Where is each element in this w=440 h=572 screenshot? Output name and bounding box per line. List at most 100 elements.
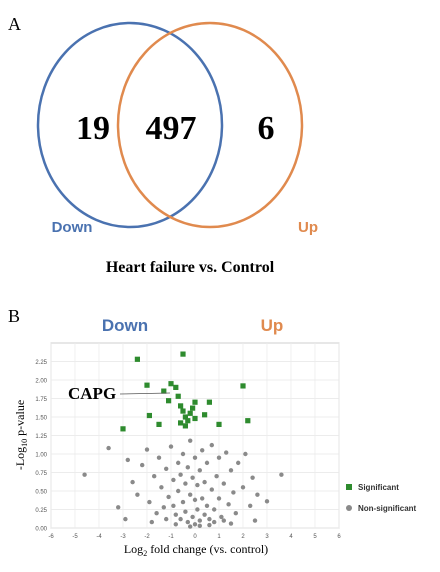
significant-point bbox=[134, 356, 140, 362]
legend-non-significant-swatch bbox=[346, 505, 352, 511]
significant-point bbox=[180, 408, 186, 414]
non-significant-point bbox=[209, 442, 214, 448]
non-significant-point bbox=[125, 457, 130, 463]
x-axis-label-base: 2 bbox=[143, 549, 147, 558]
x-axis-label-rest: fold change (vs. control) bbox=[147, 542, 268, 556]
volcano-up-header: Up bbox=[261, 316, 284, 335]
y-tick-label: 0.75 bbox=[35, 471, 47, 477]
significant-point bbox=[190, 405, 196, 411]
significant-point bbox=[175, 393, 181, 399]
significant-point bbox=[187, 410, 193, 416]
non-significant-point bbox=[140, 462, 145, 468]
non-significant-point bbox=[197, 518, 202, 523]
non-significant-point bbox=[176, 488, 181, 494]
significant-point bbox=[185, 418, 191, 424]
non-significant-point bbox=[149, 519, 154, 525]
non-significant-point bbox=[192, 497, 198, 503]
x-tick-label: -1 bbox=[168, 534, 174, 540]
significant-point bbox=[178, 403, 184, 409]
non-significant-point bbox=[207, 516, 212, 522]
non-significant-point bbox=[154, 511, 159, 516]
x-tick-label: -5 bbox=[72, 534, 78, 540]
x-tick-label: 5 bbox=[313, 534, 317, 540]
non-significant-point bbox=[240, 485, 246, 490]
y-tick-labels: 0.00 0.25 0.50 0.75 1.00 1.25 1.50 1.75 2.00 2.25 bbox=[35, 360, 47, 533]
non-significant-point bbox=[228, 468, 234, 473]
significant-point bbox=[178, 420, 184, 426]
y-tick-label: 2.00 bbox=[35, 379, 47, 385]
capg-leader-line bbox=[119, 392, 171, 395]
x-axis-label-log: Log bbox=[124, 542, 143, 556]
x-tick-label: 1 bbox=[217, 534, 221, 540]
non-significant-point bbox=[250, 475, 255, 480]
non-significant-point bbox=[171, 477, 176, 483]
non-significant-point bbox=[219, 514, 224, 520]
panel-a: A 19 497 6 Down Up Heart failure vs. Con… bbox=[8, 14, 318, 276]
down-only-count: 19 bbox=[76, 110, 110, 147]
y-tick-label: 1.00 bbox=[35, 453, 47, 459]
x-tick-label: -4 bbox=[96, 534, 102, 540]
non-significant-point bbox=[164, 516, 169, 522]
non-significant-point bbox=[173, 522, 178, 527]
non-significant-point bbox=[279, 472, 284, 477]
non-significant-point bbox=[192, 522, 198, 527]
non-significant-point bbox=[195, 482, 200, 488]
non-significant-point bbox=[233, 511, 238, 516]
non-significant-point bbox=[204, 460, 210, 466]
non-significant-point bbox=[156, 455, 162, 460]
non-significant-point bbox=[197, 523, 202, 528]
non-significant-point bbox=[202, 479, 207, 485]
y-tick-label: 0.00 bbox=[35, 527, 47, 533]
x-tick-label: 0 bbox=[193, 534, 197, 540]
panel-a-label: A bbox=[8, 14, 21, 34]
non-significant-point bbox=[185, 465, 190, 470]
non-significant-point bbox=[216, 496, 222, 501]
non-significant-point bbox=[171, 503, 176, 508]
non-significant-point bbox=[185, 519, 190, 525]
significant-point bbox=[192, 415, 198, 422]
significant-point bbox=[202, 412, 208, 418]
non-significant-point bbox=[176, 460, 181, 466]
non-significant-point bbox=[224, 450, 229, 455]
y-axis-label-base: 10 bbox=[20, 439, 29, 447]
y-tick-label: 1.75 bbox=[35, 397, 47, 403]
non-significant-point bbox=[243, 451, 248, 457]
non-significant-point bbox=[204, 503, 210, 508]
x-axis-label: Log2 fold change (vs. control) bbox=[124, 542, 268, 558]
non-significant-point bbox=[161, 505, 166, 510]
x-tick-label: 4 bbox=[289, 534, 293, 540]
non-significant-point bbox=[188, 438, 193, 443]
y-tick-label: 0.50 bbox=[35, 490, 47, 496]
non-significant-point bbox=[168, 444, 174, 449]
significant-point bbox=[168, 381, 174, 387]
x-tick-label: 2 bbox=[241, 534, 245, 540]
up-set-label: Up bbox=[298, 219, 318, 236]
y-tick-label: 1.25 bbox=[35, 434, 47, 440]
non-significant-point bbox=[106, 445, 111, 451]
y-tick-label: 0.25 bbox=[35, 508, 47, 514]
x-tick-label: -3 bbox=[120, 534, 126, 540]
significant-point bbox=[156, 421, 162, 427]
non-significant-point bbox=[135, 492, 140, 497]
y-axis-label-rest: p-value bbox=[13, 400, 27, 439]
non-significant-point bbox=[192, 455, 198, 460]
non-significant-point bbox=[130, 479, 135, 485]
non-significant-point bbox=[236, 460, 241, 466]
non-significant-point bbox=[183, 481, 188, 486]
non-significant-point bbox=[200, 496, 205, 501]
non-significant-point bbox=[180, 451, 186, 457]
non-significant-point bbox=[252, 518, 258, 523]
non-significant-point bbox=[190, 475, 195, 480]
non-significant-point bbox=[212, 519, 217, 525]
non-significant-point bbox=[190, 514, 195, 520]
non-significant-point bbox=[264, 499, 270, 504]
capg-annotation: CAPG bbox=[68, 384, 116, 403]
panel-b: B Down Up 0.00 0.25 0.50 0.75 1.00 1.25 1.50 1.… bbox=[8, 306, 417, 558]
non-significant-point bbox=[178, 516, 183, 522]
legend-significant-label: Significant bbox=[358, 483, 399, 492]
significant-point bbox=[144, 382, 150, 388]
non-significant-point bbox=[200, 448, 205, 453]
non-significant-point bbox=[226, 502, 231, 507]
significant-point bbox=[182, 414, 188, 420]
significant-point bbox=[166, 398, 172, 404]
